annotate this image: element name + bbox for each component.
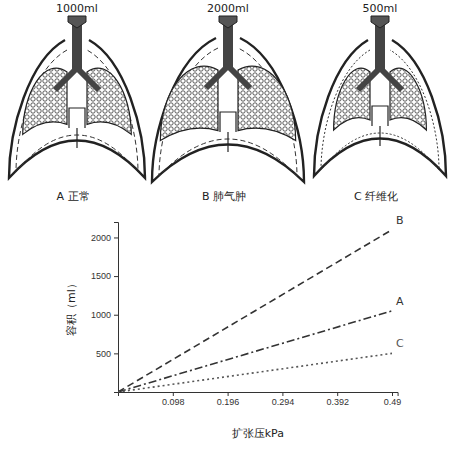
tick-mark	[282, 392, 283, 396]
tick-label: 500	[96, 349, 111, 359]
tick: 2000	[91, 233, 118, 243]
bronchi	[206, 66, 250, 88]
tick: 0.392	[326, 392, 349, 407]
series-line	[118, 230, 392, 392]
lung-diagram: 2000ml B 肺气肿	[152, 2, 304, 203]
arrow	[68, 16, 86, 28]
series-line	[118, 311, 392, 392]
series-label: B	[396, 214, 404, 227]
chart: 0.098 0.196 0.294 0.392 0.49 500 1000 1500 2000 扩…	[65, 214, 404, 440]
y-axis-title: 容积（ml）	[65, 278, 78, 336]
mediastinum	[372, 106, 388, 126]
tick-label: 0.49	[384, 397, 402, 407]
series-label: A	[396, 295, 404, 308]
tick: 0.49	[384, 392, 402, 407]
tick-mark	[392, 392, 393, 396]
lung	[87, 68, 131, 134]
arrow	[371, 16, 389, 28]
tick-label: 1000	[91, 310, 111, 320]
tick-mark	[114, 276, 118, 277]
pointer	[76, 128, 77, 148]
bronchi	[358, 68, 402, 90]
plot-lines	[118, 230, 392, 392]
tick-mark	[114, 315, 118, 316]
lung	[334, 68, 370, 130]
tick-label: 0.392	[326, 397, 349, 407]
lung	[160, 66, 218, 140]
diagram-label: B 肺气肿	[202, 190, 246, 203]
lung-diagram: 500ml C 纤维化	[314, 2, 446, 203]
tick: 0.196	[217, 392, 240, 407]
tick-label: 2000	[91, 233, 111, 243]
line-labels: B A C	[396, 214, 404, 351]
series-line	[118, 353, 392, 392]
pleura	[159, 48, 297, 176]
tick-mark	[114, 353, 118, 354]
tick: 500	[96, 349, 118, 359]
pointer	[379, 126, 380, 146]
volume-label: 1000ml	[56, 2, 98, 15]
axis-line	[114, 223, 119, 393]
tick: 1500	[91, 271, 118, 281]
tick-label: 0.098	[162, 397, 185, 407]
tick-mark	[228, 392, 229, 396]
y-axis: 500 1000 1500 2000	[91, 223, 119, 393]
tick-label: 0.196	[217, 397, 240, 407]
lung	[390, 68, 426, 130]
series-label: C	[396, 337, 404, 350]
figure: 1000ml A 正常 2000ml B 肺气肿 500ml C 纤维化 0.098 0.19…	[0, 0, 457, 459]
mediastinum	[69, 108, 85, 128]
tick-mark	[173, 392, 174, 396]
arrow	[219, 16, 237, 28]
diagram-label: C 纤维化	[354, 190, 398, 203]
x-axis-title: 扩张压kPa	[232, 427, 284, 440]
axis-line	[119, 393, 399, 397]
tick-mark	[337, 392, 338, 396]
lung-diagram: 1000ml A 正常	[9, 2, 145, 203]
pleura	[16, 50, 138, 172]
tick: 0.294	[272, 392, 295, 407]
lung	[23, 68, 67, 134]
tick: 0.098	[162, 392, 185, 407]
pleura	[321, 50, 439, 170]
diagram-label: A 正常	[56, 190, 89, 203]
volume-label: 2000ml	[207, 2, 249, 15]
x-axis: 0.098 0.196 0.294 0.392 0.49	[119, 392, 402, 407]
pointer	[227, 132, 228, 152]
bronchi	[55, 68, 99, 90]
tick: 1000	[91, 310, 118, 320]
lung	[238, 66, 296, 140]
mediastinum	[220, 112, 236, 132]
tick-mark	[114, 237, 118, 238]
volume-label: 500ml	[363, 2, 398, 15]
tick-label: 0.294	[272, 397, 295, 407]
tick-label: 1500	[91, 271, 111, 281]
